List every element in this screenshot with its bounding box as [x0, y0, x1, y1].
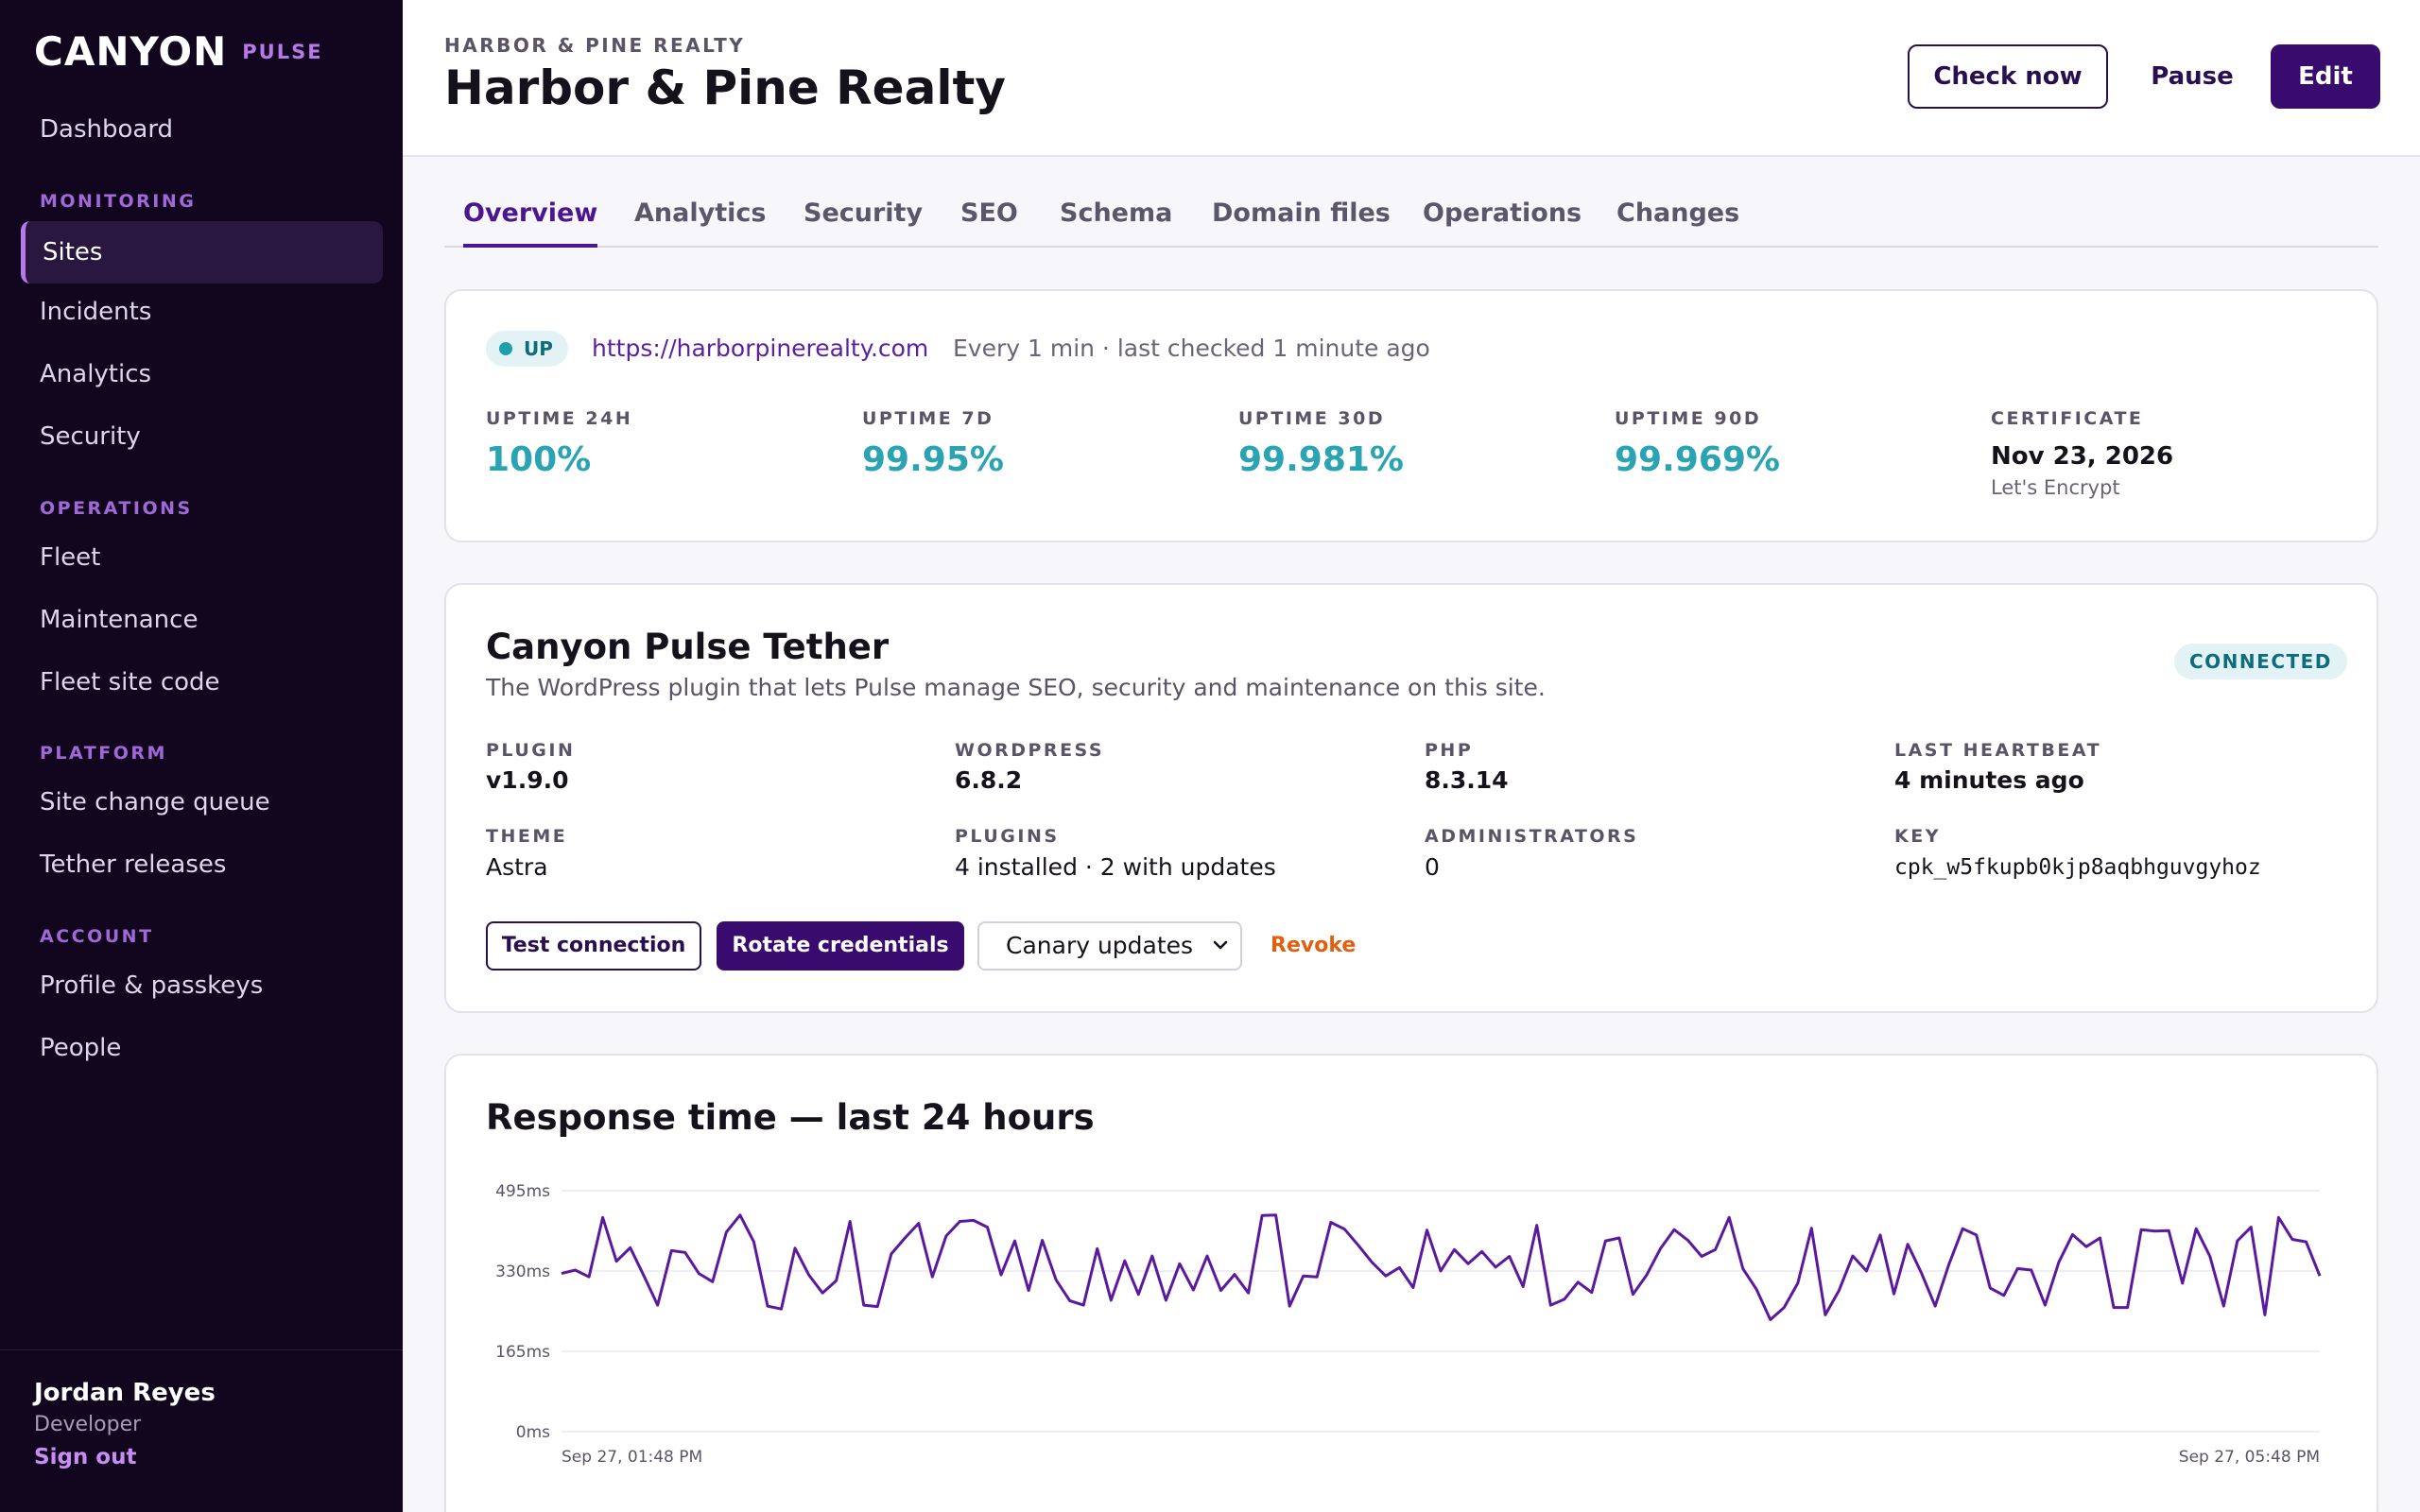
administrators-label: ADMINISTRATORS: [1425, 826, 1639, 847]
tab-overview[interactable]: Overview: [463, 198, 598, 248]
sign-out-link[interactable]: Sign out: [34, 1445, 137, 1469]
key-value: cpk_w5fkupb0kjp8aqbhguvgyhoz: [1894, 855, 2261, 880]
update-channel-select[interactable]: Canary updates: [977, 921, 1242, 971]
tether-card: Canyon Pulse Tether The WordPress plugin…: [444, 583, 2378, 1013]
uptime-7d-value: 99.95%: [862, 440, 1004, 479]
user-role: Developer: [34, 1413, 142, 1436]
brand-logo: CANYON: [34, 28, 228, 75]
rotate-credentials-button[interactable]: Rotate credentials: [717, 921, 964, 971]
plugins-label: PLUGINS: [955, 826, 1060, 847]
tab-analytics[interactable]: Analytics: [634, 198, 767, 228]
page-header: HARBOR & PINE REALTY Harbor & Pine Realt…: [403, 0, 2420, 157]
check-now-button[interactable]: Check now: [1908, 44, 2108, 109]
check-interval-info: Every 1 min · last checked 1 minute ago: [953, 335, 1430, 362]
sidebar-section-monitoring: MONITORING: [40, 191, 197, 212]
sidebar-item-dashboard[interactable]: Dashboard: [40, 115, 174, 144]
response-time-series-line: [561, 1213, 2322, 1321]
revoke-button[interactable]: Revoke: [1270, 934, 1357, 957]
status-card: UP https://harborpinerealty.com Every 1 …: [444, 289, 2378, 542]
key-label: KEY: [1894, 826, 1941, 847]
sidebar-item-maintenance[interactable]: Maintenance: [40, 606, 199, 634]
sidebar-item-fleet-site-code[interactable]: Fleet site code: [40, 668, 220, 696]
plugin-label: PLUGIN: [486, 740, 576, 761]
wordpress-version: 6.8.2: [955, 766, 1023, 794]
uptime-90d-value: 99.969%: [1615, 440, 1780, 479]
tab-operations[interactable]: Operations: [1423, 198, 1582, 228]
page-title: Harbor & Pine Realty: [444, 60, 1006, 115]
wordpress-label: WORDPRESS: [955, 740, 1105, 761]
theme-label: THEME: [486, 826, 568, 847]
plugins-value: 4 installed · 2 with updates: [955, 853, 1276, 881]
sidebar-item-sites[interactable]: Sites: [21, 221, 383, 284]
sidebar-item-fleet[interactable]: Fleet: [40, 543, 101, 572]
brand[interactable]: CANYON PULSE: [34, 28, 323, 75]
status-dot-icon: [499, 342, 512, 355]
tab-changes[interactable]: Changes: [1616, 198, 1740, 228]
sidebar: CANYON PULSE Dashboard MONITORING Sites …: [0, 0, 403, 1512]
brand-pulse-label: PULSE: [242, 40, 323, 63]
uptime-30d-label: UPTIME 30D: [1238, 408, 1386, 429]
uptime-24h-label: UPTIME 24H: [486, 408, 633, 429]
tab-schema[interactable]: Schema: [1060, 198, 1173, 228]
chart-x-start-label: Sep 27, 01:48 PM: [562, 1448, 702, 1467]
chart-y-tick-label: 330ms: [495, 1263, 550, 1281]
tab-bar: Overview Analytics Security SEO Schema D…: [444, 185, 2378, 248]
status-badge-label: UP: [524, 337, 553, 360]
php-label: PHP: [1425, 740, 1474, 761]
sidebar-item-analytics[interactable]: Analytics: [40, 360, 152, 388]
uptime-24h-value: 100%: [486, 440, 592, 479]
sidebar-section-account: ACCOUNT: [40, 926, 154, 947]
update-channel-value: Canary updates: [1006, 932, 1194, 959]
certificate-issuer: Let's Encrypt: [1991, 476, 2120, 499]
uptime-30d-value: 99.981%: [1238, 440, 1404, 479]
sidebar-item-people[interactable]: People: [40, 1034, 122, 1062]
tab-seo[interactable]: SEO: [960, 198, 1018, 228]
sidebar-item-incidents[interactable]: Incidents: [40, 298, 152, 326]
response-time-chart: 495ms 330ms 165ms 0ms Sep 27, 01:48 PM Sep 27…: [495, 1182, 2322, 1467]
chart-y-tick-label: 165ms: [495, 1343, 550, 1362]
theme-value: Astra: [486, 853, 548, 881]
chart-y-tick-label: 0ms: [516, 1423, 550, 1442]
heartbeat-value: 4 minutes ago: [1894, 766, 2084, 794]
sidebar-item-tether-releases[interactable]: Tether releases: [40, 850, 227, 879]
user-name: Jordan Reyes: [34, 1379, 216, 1407]
sidebar-section-platform: PLATFORM: [40, 743, 167, 764]
edit-button[interactable]: Edit: [2271, 44, 2380, 109]
sidebar-user: Jordan Reyes Developer Sign out: [0, 1349, 403, 1512]
plugin-version: v1.9.0: [486, 766, 569, 794]
sidebar-item-security[interactable]: Security: [40, 422, 141, 451]
php-version: 8.3.14: [1425, 766, 1509, 794]
chart-title: Response time — last 24 hours: [486, 1097, 1095, 1138]
page-eyebrow: HARBOR & PINE REALTY: [444, 34, 746, 57]
site-url-link[interactable]: https://harborpinerealty.com: [592, 335, 929, 362]
connected-badge: CONNECTED: [2174, 644, 2347, 679]
sidebar-section-operations: OPERATIONS: [40, 498, 193, 519]
tab-security[interactable]: Security: [804, 198, 924, 228]
test-connection-button[interactable]: Test connection: [486, 921, 701, 971]
tab-domain-files[interactable]: Domain files: [1212, 198, 1391, 228]
pause-button[interactable]: Pause: [2151, 62, 2234, 91]
heartbeat-label: LAST HEARTBEAT: [1894, 740, 2102, 761]
chart-y-tick-label: 495ms: [495, 1182, 550, 1201]
response-time-card: Response time — last 24 hours 495ms 330ms…: [444, 1054, 2378, 1512]
certificate-label: CERTIFICATE: [1991, 408, 2144, 429]
tether-title: Canyon Pulse Tether: [486, 627, 890, 667]
tether-description: The WordPress plugin that lets Pulse man…: [486, 674, 1546, 701]
uptime-90d-label: UPTIME 90D: [1615, 408, 1762, 429]
status-badge: UP: [486, 331, 568, 367]
certificate-expiry: Nov 23, 2026: [1991, 442, 2174, 471]
uptime-7d-label: UPTIME 7D: [862, 408, 994, 429]
chevron-down-icon: [1213, 940, 1228, 950]
sidebar-item-profile-passkeys[interactable]: Profile & passkeys: [40, 971, 264, 1000]
chart-x-end-label: Sep 27, 05:48 PM: [2179, 1448, 2320, 1467]
administrators-value: 0: [1425, 853, 1440, 881]
sidebar-item-site-change-queue[interactable]: Site change queue: [40, 788, 270, 816]
